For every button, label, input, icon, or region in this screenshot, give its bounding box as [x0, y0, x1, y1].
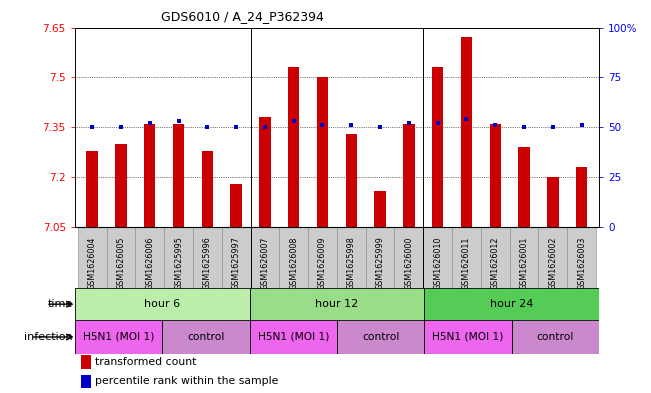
Text: GSM1625999: GSM1625999 — [376, 236, 385, 290]
Text: hour 24: hour 24 — [490, 299, 533, 309]
Bar — [395, 227, 423, 288]
Bar — [249, 288, 424, 320]
Text: control: control — [362, 332, 399, 342]
Text: GSM1626001: GSM1626001 — [519, 236, 529, 290]
Bar — [249, 320, 337, 354]
Text: H5N1 (MOI 1): H5N1 (MOI 1) — [83, 332, 154, 342]
Text: GSM1626006: GSM1626006 — [145, 236, 154, 290]
Bar — [490, 124, 501, 227]
Bar — [162, 320, 249, 354]
Bar — [135, 227, 164, 288]
Text: GSM1626002: GSM1626002 — [548, 236, 557, 290]
Text: GSM1626009: GSM1626009 — [318, 236, 327, 290]
Text: GSM1626005: GSM1626005 — [117, 236, 126, 290]
Bar — [576, 167, 587, 227]
Bar — [346, 134, 357, 227]
Bar — [81, 355, 90, 369]
Bar — [193, 227, 222, 288]
Bar — [452, 227, 481, 288]
Bar — [424, 288, 599, 320]
Bar — [279, 227, 308, 288]
Text: H5N1 (MOI 1): H5N1 (MOI 1) — [258, 332, 329, 342]
Bar — [81, 375, 90, 388]
Bar — [75, 288, 249, 320]
Bar — [144, 124, 156, 227]
Text: GSM1626010: GSM1626010 — [433, 236, 442, 290]
Text: hour 6: hour 6 — [144, 299, 180, 309]
Bar — [374, 191, 386, 227]
Bar — [481, 227, 510, 288]
Bar — [461, 37, 472, 227]
Bar — [547, 177, 559, 227]
Text: control: control — [536, 332, 574, 342]
Text: infection: infection — [24, 332, 73, 342]
Bar — [259, 118, 271, 227]
Text: GSM1626007: GSM1626007 — [260, 236, 270, 290]
Bar — [424, 320, 512, 354]
Bar — [567, 227, 596, 288]
Bar — [510, 227, 538, 288]
Bar — [518, 147, 530, 227]
Bar — [202, 151, 213, 227]
Bar — [222, 227, 251, 288]
Bar — [115, 144, 127, 227]
Bar — [308, 227, 337, 288]
Bar — [107, 227, 135, 288]
Bar — [230, 184, 242, 227]
Text: GSM1626011: GSM1626011 — [462, 236, 471, 290]
Text: transformed count: transformed count — [95, 357, 196, 367]
Text: H5N1 (MOI 1): H5N1 (MOI 1) — [432, 332, 504, 342]
Bar — [77, 227, 107, 288]
Bar — [366, 227, 395, 288]
Bar — [538, 227, 567, 288]
Bar — [288, 68, 299, 227]
Text: time: time — [48, 299, 73, 309]
Text: GSM1625997: GSM1625997 — [232, 236, 241, 290]
Text: GSM1626003: GSM1626003 — [577, 236, 586, 290]
Bar — [337, 227, 366, 288]
Bar — [317, 77, 328, 227]
Bar — [423, 227, 452, 288]
Bar — [512, 320, 599, 354]
Bar — [251, 227, 279, 288]
Bar — [173, 124, 184, 227]
Text: GSM1625996: GSM1625996 — [203, 236, 212, 290]
Bar — [87, 151, 98, 227]
Text: GSM1626000: GSM1626000 — [404, 236, 413, 290]
Text: GSM1626004: GSM1626004 — [88, 236, 96, 290]
Bar — [337, 320, 424, 354]
Text: GDS6010 / A_24_P362394: GDS6010 / A_24_P362394 — [161, 10, 324, 23]
Bar — [403, 124, 415, 227]
Text: GSM1626012: GSM1626012 — [491, 236, 500, 290]
Bar — [75, 320, 162, 354]
Text: hour 12: hour 12 — [315, 299, 359, 309]
Text: percentile rank within the sample: percentile rank within the sample — [95, 376, 278, 386]
Bar — [432, 68, 443, 227]
Bar — [164, 227, 193, 288]
Text: GSM1625995: GSM1625995 — [174, 236, 183, 290]
Text: GSM1625998: GSM1625998 — [347, 236, 356, 290]
Text: GSM1626008: GSM1626008 — [289, 236, 298, 290]
Text: control: control — [187, 332, 225, 342]
